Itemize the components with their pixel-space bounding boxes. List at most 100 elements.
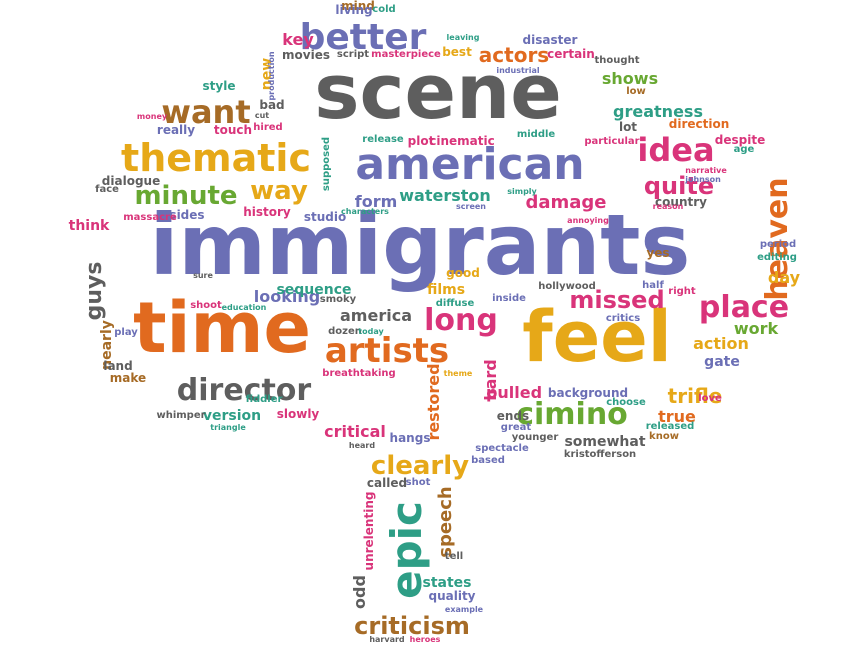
word-pulled: pulled [485,383,543,402]
word-inside: inside [492,293,526,304]
word-quality: quality [428,589,476,603]
word-sequence: sequence [276,282,352,298]
word-called: called [366,476,408,490]
word-bad: bad [259,98,285,112]
word-hired: hired [253,122,283,133]
word-smoky: smoky [319,294,357,305]
word-based: based [471,455,505,466]
word-feel: feel [522,296,672,378]
word-long: long [424,303,498,338]
word-immigrants: immigrants [149,196,691,294]
word-studio: studio [303,210,347,224]
word-mind: mind [341,0,375,13]
word-damage: damage [525,192,607,213]
word-johnson: johnson [685,175,721,184]
word-films: films [426,282,466,298]
word-time: time [133,287,311,369]
word-despite: despite [714,133,766,147]
word-cold: cold [372,4,396,15]
word-choose: choose [606,397,646,408]
word-better: better [299,17,427,58]
word-waterston: waterston [399,186,491,205]
word-hollywood: hollywood [538,281,596,292]
word-heard: heard [348,441,376,450]
word-leaving: leaving [446,33,480,42]
word-dialogue: dialogue [101,174,161,188]
word-director: director [176,373,312,408]
word-actors: actors [478,43,550,67]
word-want: want [161,93,251,131]
word-slowly: slowly [276,407,320,421]
word-lot: lot [618,120,638,134]
word-whimper: whimper [156,410,206,421]
word-speech: speech [435,486,456,558]
word-thematic: thematic [121,136,311,180]
word-true: true [658,407,696,426]
word-play: play [114,327,138,338]
word-critical: critical [324,422,386,441]
word-particular: particular [584,136,640,147]
word-production: production [267,51,276,101]
word-plot: plot [407,134,435,148]
word-touch: touch [213,123,253,137]
word-masterpiece: masterpiece [371,49,441,60]
word-missed: missed [569,286,665,314]
word-low: low [626,86,646,97]
word-great: great [500,422,532,433]
word-guys: guys [82,261,107,321]
word-style: style [202,79,236,93]
word-unrelenting: unrelenting [362,491,376,571]
word-annoying: annoying [567,216,609,225]
word-narrative: narrative [685,166,727,175]
word-history: history [243,205,291,219]
word-land: land [103,359,133,373]
word-age: age [733,144,755,155]
word-know: know [649,431,679,442]
word-way: way [250,176,308,206]
word-yes: yes [646,246,670,260]
word-sure: sure [193,271,213,280]
word-trifle: trifle [667,384,723,408]
word-harvard: harvard [369,635,405,644]
word-american: american [355,139,585,190]
word-disaster: disaster [522,33,578,47]
word-screen: screen [456,202,486,211]
word-form: form [354,192,398,211]
word-ends: ends [496,409,530,423]
word-middle: middle [516,129,556,140]
word-kristofferson: kristofferson [563,449,637,460]
word-country: country [655,195,707,209]
word-america: america [340,306,412,325]
word-movies: movies [282,48,330,62]
word-release: release [362,134,404,145]
word-looking: looking [253,287,321,306]
word-hard: hard [481,359,500,401]
word-background: background [547,386,629,400]
word-critics: critics [605,313,641,324]
word-spectacle: spectacle [475,443,529,454]
word-heroes: heroes [409,635,441,644]
word-somewhat: somewhat [564,434,646,450]
word-day: day [767,268,801,287]
word-massacre: massacre [123,212,177,223]
word-think: think [68,218,110,234]
word-shoot: shoot [190,300,222,311]
word-script: script [336,49,370,60]
word-criticism: criticism [354,612,470,640]
word-key: key [282,30,314,49]
word-odd: odd [350,575,369,609]
word-love: love [698,393,722,404]
word-place: place [698,290,790,325]
word-make: make [109,371,147,385]
word-sides: sides [169,208,205,222]
word-face: face [95,184,119,195]
word-thought: thought [594,55,640,66]
word-supposed: supposed [321,136,332,192]
word-fiddler: fiddler [245,394,283,405]
word-shows: shows [601,69,659,88]
word-characters: characters [341,207,389,216]
word-right: right [668,286,696,297]
word-editing: editing [757,252,797,263]
word-direction: direction [668,117,730,131]
word-living: living [335,3,373,17]
